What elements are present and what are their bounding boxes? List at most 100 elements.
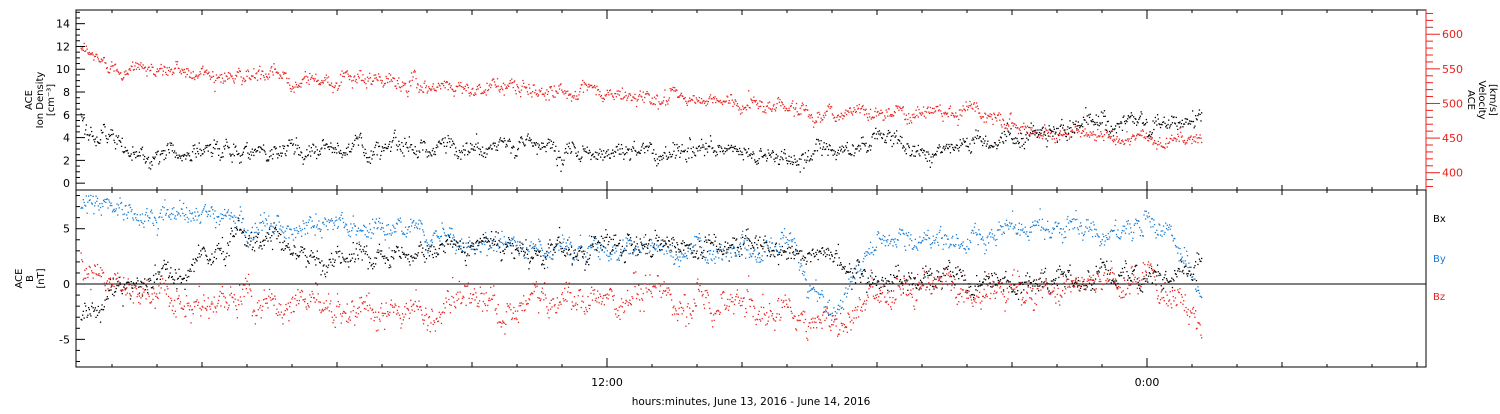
data-point xyxy=(232,75,233,76)
data-point xyxy=(219,77,220,78)
data-point xyxy=(542,147,543,148)
data-point xyxy=(545,256,546,257)
data-point xyxy=(92,52,93,53)
data-point xyxy=(563,91,564,92)
data-point xyxy=(1148,212,1149,213)
data-point xyxy=(398,141,399,142)
data-point xyxy=(483,91,484,92)
data-point xyxy=(1168,227,1169,228)
data-point xyxy=(164,199,165,200)
data-point xyxy=(604,252,605,253)
velocity-axis-label: Velocity xyxy=(1476,80,1487,119)
data-point xyxy=(182,213,183,214)
data-point xyxy=(566,98,567,99)
data-point xyxy=(198,75,199,76)
data-point xyxy=(1091,121,1092,122)
data-point xyxy=(694,236,695,237)
data-point xyxy=(1191,135,1192,136)
data-point xyxy=(747,151,748,152)
data-point xyxy=(663,157,664,158)
data-point xyxy=(196,219,197,220)
data-point xyxy=(1013,226,1014,227)
data-point xyxy=(341,153,342,154)
data-point xyxy=(1154,122,1155,123)
data-point xyxy=(517,241,518,242)
data-point xyxy=(98,306,99,307)
data-point xyxy=(800,263,801,264)
data-point xyxy=(454,144,455,145)
data-point xyxy=(922,152,923,153)
data-point xyxy=(536,248,537,249)
data-point xyxy=(471,144,472,145)
data-point xyxy=(773,254,774,255)
data-point xyxy=(205,148,206,149)
data-point xyxy=(920,113,921,114)
data-point xyxy=(744,248,745,249)
data-point xyxy=(338,151,339,152)
data-point xyxy=(632,253,633,254)
data-point xyxy=(132,217,133,218)
data-point xyxy=(820,147,821,148)
data-point xyxy=(385,83,386,84)
data-point xyxy=(982,145,983,146)
data-point xyxy=(722,259,723,260)
data-point xyxy=(168,149,169,150)
data-point xyxy=(551,86,552,87)
data-point xyxy=(894,133,895,134)
data-point xyxy=(111,205,112,206)
data-point xyxy=(475,144,476,145)
data-point xyxy=(803,154,804,155)
data-point xyxy=(1199,109,1200,110)
data-point xyxy=(1179,248,1180,249)
data-point xyxy=(146,161,147,162)
data-point xyxy=(248,157,249,158)
data-point xyxy=(128,74,129,75)
data-point xyxy=(1095,124,1096,125)
data-point xyxy=(1075,124,1076,125)
data-point xyxy=(960,145,961,146)
data-point xyxy=(787,163,788,164)
data-point xyxy=(952,236,953,237)
data-point xyxy=(670,252,671,253)
data-point xyxy=(1090,229,1091,230)
data-point xyxy=(115,148,116,149)
data-point xyxy=(870,242,871,243)
data-point xyxy=(395,137,396,138)
data-point xyxy=(602,98,603,99)
data-point xyxy=(942,152,943,153)
data-point xyxy=(961,243,962,244)
data-point xyxy=(1137,223,1138,224)
data-point xyxy=(1090,223,1091,224)
data-point xyxy=(244,228,245,229)
data-point xyxy=(330,142,331,143)
data-point xyxy=(528,249,529,250)
data-point xyxy=(165,158,166,159)
data-point xyxy=(113,140,114,141)
data-point xyxy=(408,151,409,152)
data-point xyxy=(401,231,402,232)
data-point xyxy=(540,241,541,242)
data-point xyxy=(695,103,696,104)
data-point xyxy=(392,225,393,226)
data-point xyxy=(453,91,454,92)
data-point xyxy=(900,234,901,235)
data-point xyxy=(896,246,897,247)
data-point xyxy=(1023,123,1024,124)
data-point xyxy=(739,244,740,245)
data-point xyxy=(778,252,779,253)
data-point xyxy=(362,80,363,81)
data-point xyxy=(291,91,292,92)
data-point xyxy=(248,71,249,72)
data-point xyxy=(817,150,818,151)
data-point xyxy=(722,104,723,105)
data-point xyxy=(340,74,341,75)
data-point xyxy=(981,141,982,142)
data-point xyxy=(268,215,269,216)
data-point xyxy=(1109,236,1110,237)
data-point xyxy=(210,79,211,80)
data-point xyxy=(222,214,223,215)
data-point xyxy=(718,147,719,148)
data-point xyxy=(892,245,893,246)
data-point xyxy=(485,157,486,158)
data-point xyxy=(1042,219,1043,220)
